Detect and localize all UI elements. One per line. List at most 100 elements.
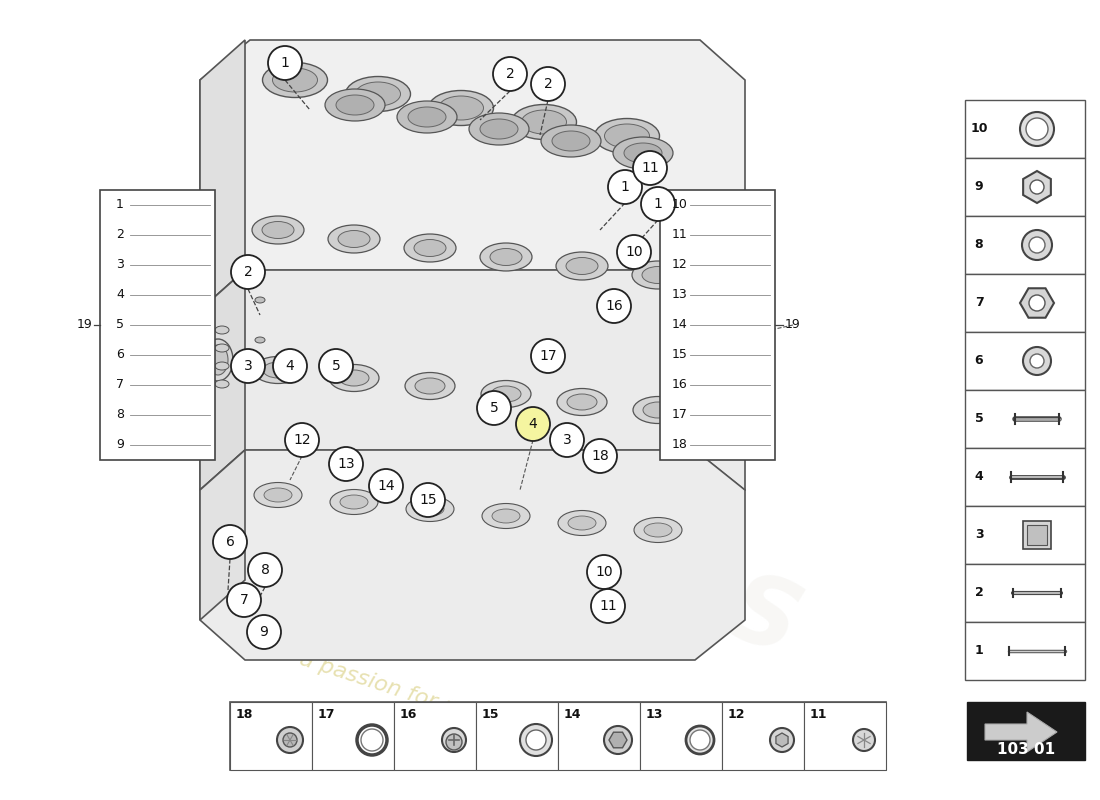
Text: 14: 14 [377,479,395,493]
Ellipse shape [439,96,484,120]
Circle shape [477,391,512,425]
Ellipse shape [345,77,410,111]
Circle shape [493,57,527,91]
Circle shape [531,339,565,373]
Text: 5: 5 [331,359,340,373]
Text: 16: 16 [399,707,417,721]
Bar [965,274,1085,332]
Bar [660,190,776,460]
Ellipse shape [397,101,456,133]
Text: SPARES: SPARES [387,445,813,675]
Text: 19: 19 [76,318,92,331]
Ellipse shape [566,394,597,410]
Circle shape [213,525,248,559]
Text: 19: 19 [785,318,801,331]
Text: 11: 11 [641,161,659,175]
Bar [965,332,1085,390]
Ellipse shape [330,490,378,514]
Ellipse shape [480,243,532,271]
Text: 4: 4 [529,417,538,431]
Ellipse shape [642,266,674,283]
Text: 6: 6 [117,349,124,362]
Text: 9: 9 [975,181,983,194]
Text: 3: 3 [243,359,252,373]
Circle shape [1028,295,1045,311]
Ellipse shape [526,730,546,750]
Bar [312,702,394,770]
Text: 13: 13 [338,457,355,471]
Text: 1: 1 [117,198,124,211]
Text: 2: 2 [117,229,124,242]
Text: 6: 6 [975,354,983,367]
Polygon shape [1020,288,1054,318]
Ellipse shape [214,326,229,334]
Text: 2: 2 [975,586,983,599]
Ellipse shape [336,95,374,115]
Text: 16: 16 [672,378,688,391]
Text: 7: 7 [116,378,124,391]
Text: 8: 8 [116,409,124,422]
Ellipse shape [408,107,446,127]
Circle shape [591,589,625,623]
Text: 3: 3 [562,433,571,447]
Circle shape [531,67,565,101]
Circle shape [550,423,584,457]
Ellipse shape [429,90,494,126]
Ellipse shape [214,362,229,370]
Bar [965,622,1085,680]
Text: 5: 5 [490,401,498,415]
Ellipse shape [852,729,874,751]
Text: 1: 1 [280,56,289,70]
Text: 12: 12 [727,707,745,721]
Ellipse shape [252,216,304,244]
Ellipse shape [613,137,673,169]
Ellipse shape [442,728,466,752]
Text: 18: 18 [591,449,609,463]
Ellipse shape [492,509,520,523]
Ellipse shape [557,389,607,415]
Ellipse shape [541,125,601,157]
Text: 3: 3 [975,529,983,542]
Polygon shape [245,270,745,350]
Circle shape [516,407,550,441]
Circle shape [273,349,307,383]
Ellipse shape [568,516,596,530]
Ellipse shape [1030,354,1044,368]
Circle shape [368,469,403,503]
Ellipse shape [329,365,379,391]
Circle shape [231,255,265,289]
Polygon shape [200,40,245,310]
Polygon shape [200,270,245,490]
Text: 17: 17 [317,707,334,721]
Text: 103 01: 103 01 [997,742,1055,758]
Text: 12: 12 [294,433,311,447]
Ellipse shape [770,728,794,752]
Text: 1: 1 [653,197,662,211]
Ellipse shape [695,297,705,303]
Ellipse shape [521,110,566,134]
Ellipse shape [491,386,521,402]
Ellipse shape [255,297,265,303]
Text: 10: 10 [970,122,988,135]
Ellipse shape [1022,230,1052,260]
Text: EU: EU [97,211,363,429]
Ellipse shape [339,370,369,386]
Ellipse shape [480,119,518,139]
Circle shape [248,553,282,587]
Polygon shape [200,450,745,660]
Ellipse shape [605,124,649,148]
Ellipse shape [263,62,328,98]
Bar [804,702,886,770]
Ellipse shape [644,402,673,418]
Text: 11: 11 [672,229,688,242]
Ellipse shape [214,380,229,388]
Circle shape [231,349,265,383]
Ellipse shape [1020,112,1054,146]
Ellipse shape [254,482,303,507]
Polygon shape [609,732,627,748]
Ellipse shape [512,105,576,139]
Ellipse shape [340,495,368,509]
Text: 15: 15 [482,707,498,721]
Text: 2: 2 [506,67,515,81]
Bar [965,390,1085,448]
